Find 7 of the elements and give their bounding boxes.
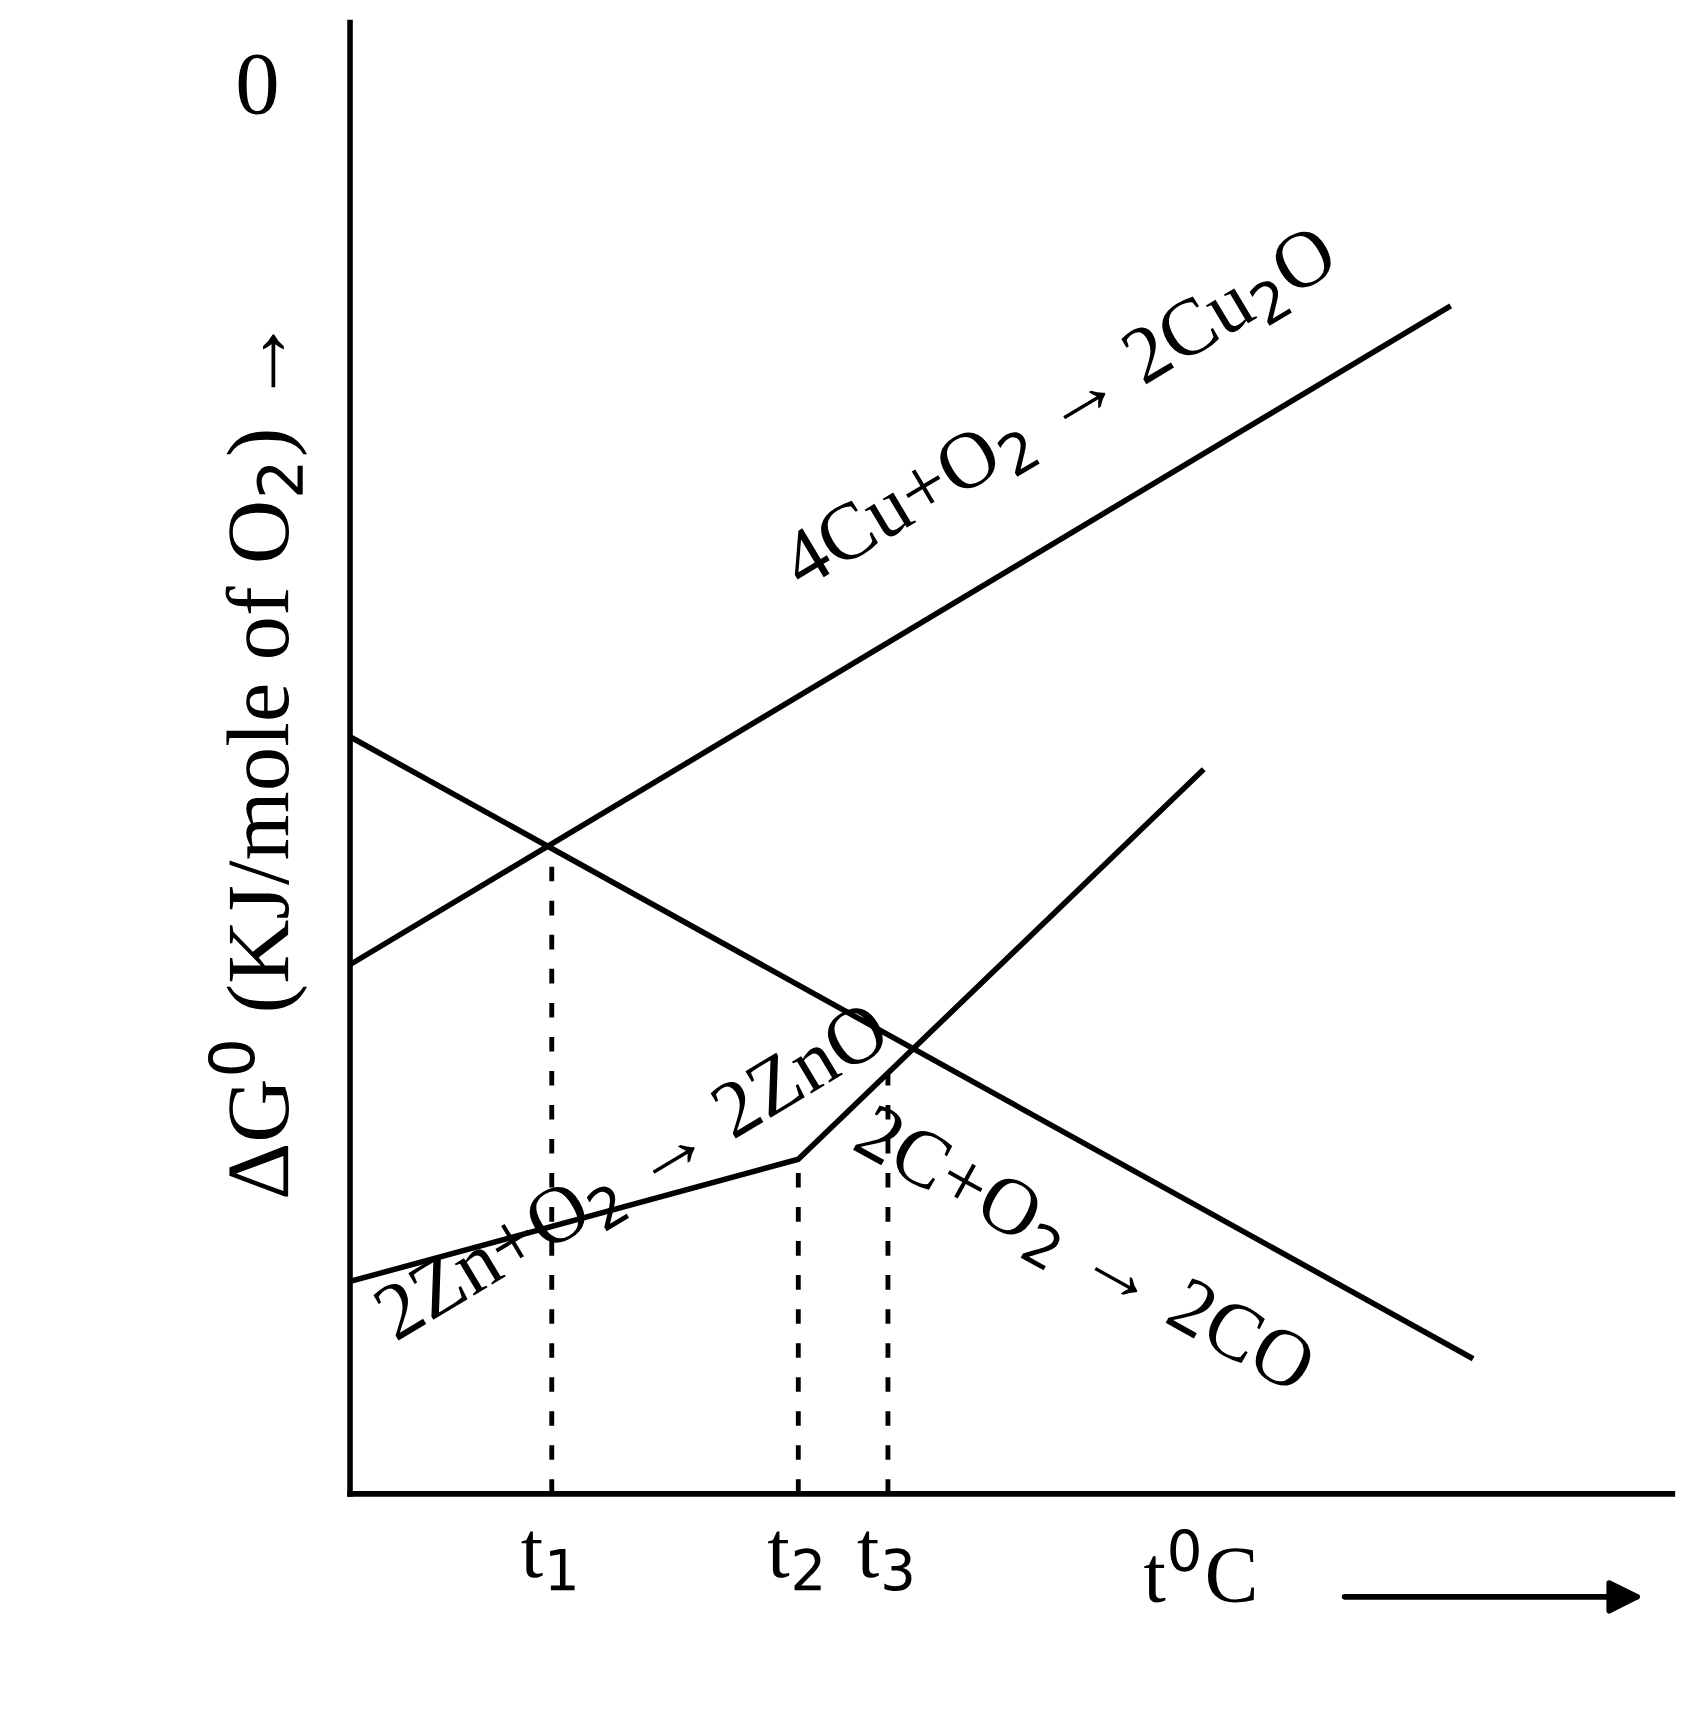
text: 0 bbox=[238, 54, 277, 115]
x-tick-label: t$_{2}$ bbox=[768, 1531, 821, 1591]
text: 4Cu+O$_{2}$ → 2Cu$_{2}$O bbox=[776, 223, 1346, 601]
x-axis-title: t$^{0}$C bbox=[1144, 1529, 1254, 1603]
y-axis-title: ΔG$^{0}$ (KJ/mole of O$_{2}$) → bbox=[207, 334, 308, 1197]
x-tick-label: t$_{3}$ bbox=[857, 1531, 912, 1591]
x-tick-label: t$_{1}$ bbox=[521, 1531, 575, 1591]
